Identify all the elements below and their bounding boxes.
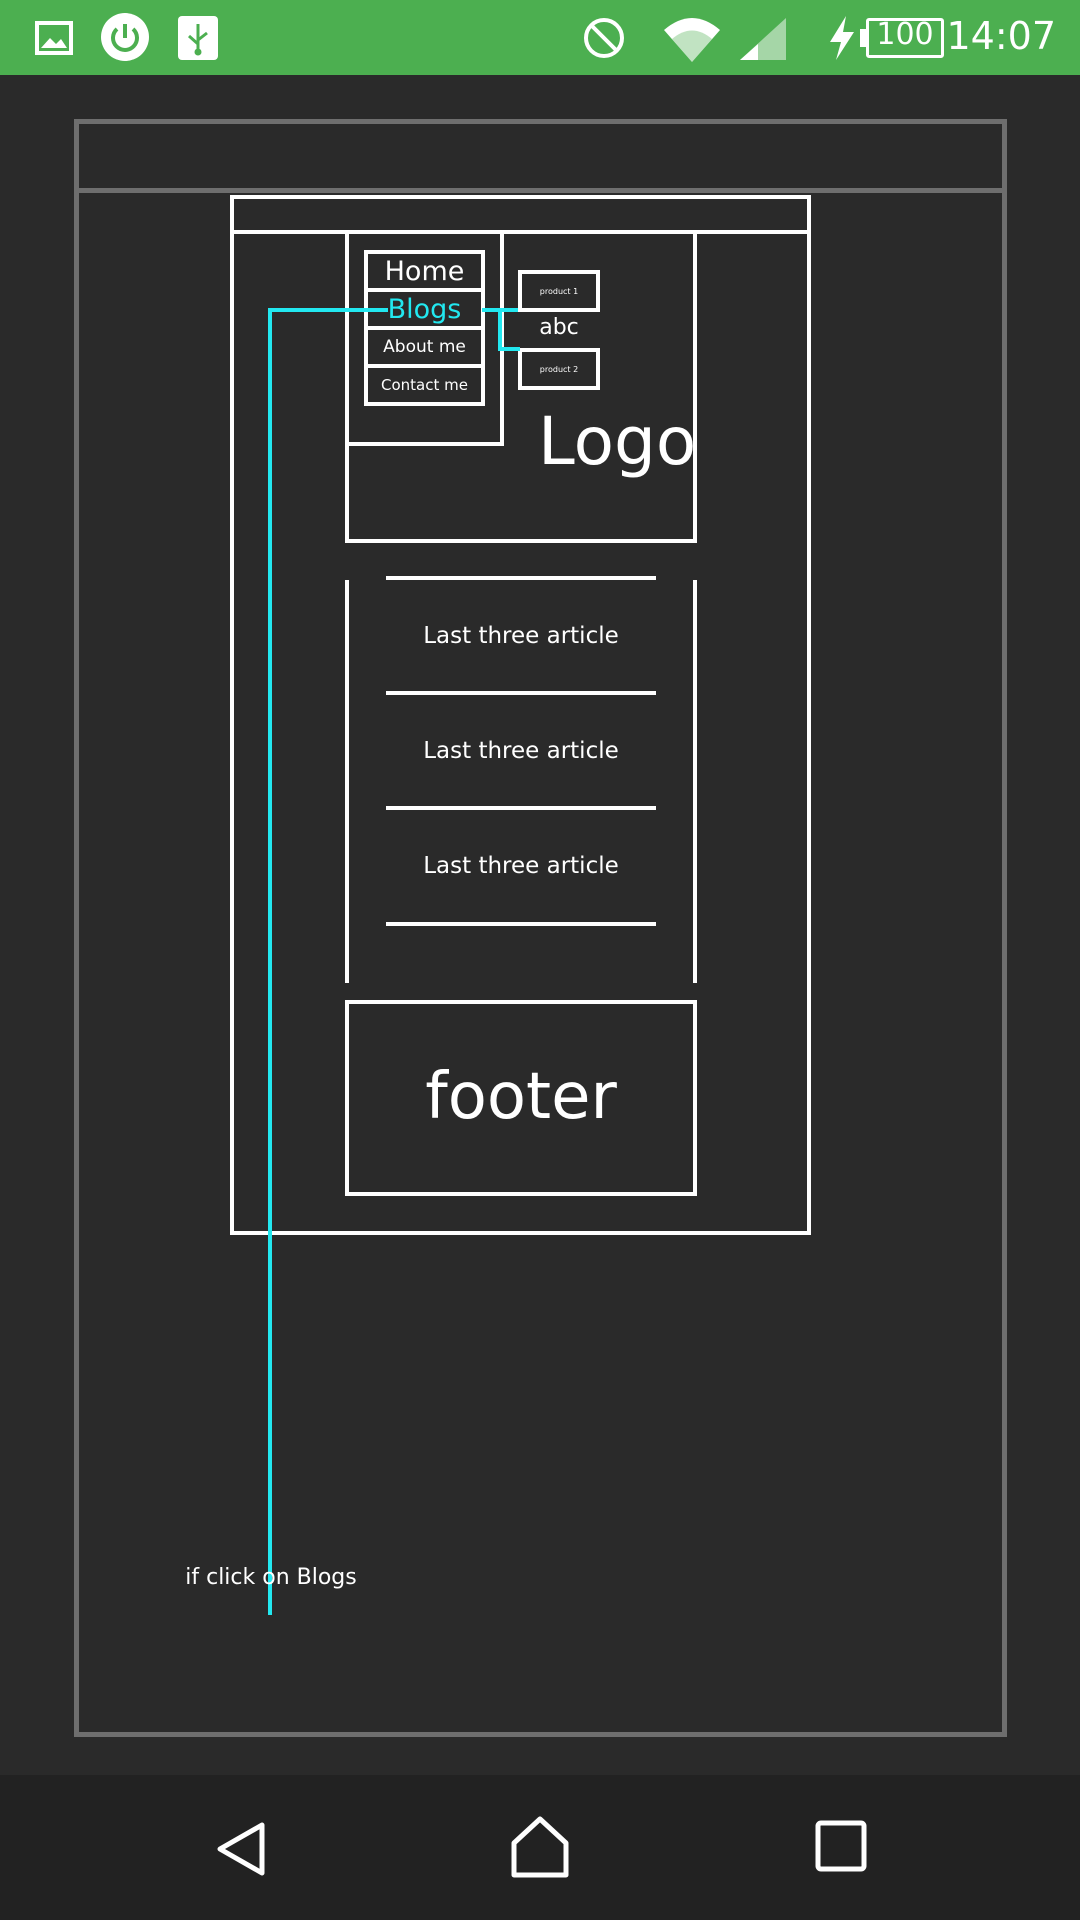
- page-frame: [230, 195, 811, 1235]
- menu-item-home[interactable]: Home: [364, 250, 485, 292]
- outer-browser-frame: [74, 119, 1007, 1737]
- footer-text: footer: [425, 1060, 617, 1134]
- article-divider: [386, 691, 656, 695]
- back-icon[interactable]: [212, 1819, 272, 1879]
- menu-item-label: Home: [384, 255, 465, 287]
- clock: 14:07: [946, 14, 1056, 58]
- annotation-text: if click on Blogs: [185, 1565, 357, 1590]
- article-title[interactable]: Last three article: [423, 853, 619, 879]
- cell-signal-icon: [740, 18, 786, 60]
- article-divider: [386, 806, 656, 810]
- annotation-connector-horizontal: [268, 308, 388, 312]
- article-title[interactable]: Last three article: [423, 623, 619, 649]
- submenu-item-label: product 1: [539, 286, 579, 296]
- annotation-connector-vertical: [268, 308, 272, 1615]
- submenu-connector-vertical: [498, 308, 502, 350]
- status-bar: 100 14:07: [0, 0, 1080, 75]
- articles-left-border: [345, 580, 349, 983]
- usb-icon: [178, 16, 218, 60]
- recents-icon[interactable]: [814, 1819, 868, 1873]
- wireframe-canvas[interactable]: Home Blogs About me Contact me product 1…: [0, 75, 1080, 1775]
- submenu-item-product-1[interactable]: product 1: [518, 270, 600, 312]
- menu-item-label: About me: [383, 337, 466, 357]
- menu-container: [345, 230, 504, 446]
- wifi-icon: [664, 18, 720, 62]
- battery-icon: [866, 18, 944, 58]
- image-icon: [35, 21, 73, 55]
- submenu-connector-lower: [498, 347, 520, 351]
- article-divider: [386, 922, 656, 926]
- submenu-item-product-2[interactable]: product 2: [518, 348, 600, 390]
- submenu-item-label: product 2: [539, 364, 579, 374]
- article-title[interactable]: Last three article: [423, 738, 619, 764]
- home-icon[interactable]: [508, 1815, 572, 1879]
- menu-item-about[interactable]: About me: [364, 326, 485, 368]
- battery-level: 100: [876, 17, 934, 52]
- do-not-disturb-icon: [584, 18, 624, 58]
- menu-item-contact[interactable]: Contact me: [364, 364, 485, 406]
- submenu-label: abc: [539, 315, 579, 340]
- logo-text: Logo: [538, 403, 697, 480]
- power-icon: [101, 13, 149, 61]
- charging-icon: [830, 16, 854, 60]
- menu-item-label: Contact me: [381, 376, 468, 394]
- articles-right-border: [693, 580, 697, 983]
- footer-box: [345, 1000, 697, 1196]
- browser-toolbar-divider: [74, 188, 1007, 193]
- menu-item-label: Blogs: [387, 293, 462, 325]
- article-divider: [386, 576, 656, 580]
- battery-tip: [860, 29, 866, 47]
- navigation-bar: [0, 1775, 1080, 1920]
